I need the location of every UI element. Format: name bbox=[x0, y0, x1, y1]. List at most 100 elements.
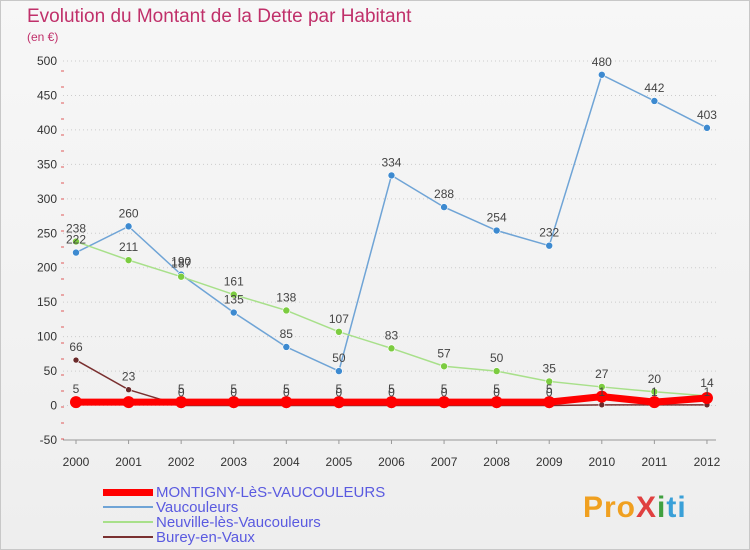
data-point bbox=[597, 70, 606, 79]
data-point bbox=[175, 396, 188, 409]
data-label: 222 bbox=[66, 233, 86, 247]
x-tick-label: 2007 bbox=[431, 455, 458, 469]
logo-part: Pro bbox=[583, 491, 637, 524]
data-label: 23 bbox=[122, 370, 136, 384]
data-point bbox=[595, 390, 608, 403]
x-tick-label: 2002 bbox=[168, 455, 195, 469]
data-point bbox=[700, 391, 713, 404]
data-label: 5 bbox=[230, 382, 237, 396]
data-point bbox=[648, 396, 661, 409]
data-point bbox=[440, 362, 448, 371]
x-tick-label: 2006 bbox=[378, 455, 405, 469]
x-tick-label: 2010 bbox=[588, 455, 615, 469]
logo-part: X bbox=[636, 491, 658, 524]
data-point bbox=[335, 367, 343, 375]
data-point bbox=[72, 237, 80, 246]
data-label: 334 bbox=[381, 155, 401, 169]
y-tick-label: -50 bbox=[40, 433, 58, 447]
data-label: 260 bbox=[119, 206, 139, 220]
data-label: 135 bbox=[224, 293, 244, 307]
data-point bbox=[72, 356, 80, 364]
data-point bbox=[177, 272, 185, 281]
data-label: 190 bbox=[171, 255, 191, 269]
data-label: 1 bbox=[651, 385, 658, 399]
series-line bbox=[75, 74, 708, 372]
data-label: 35 bbox=[543, 361, 557, 375]
data-point bbox=[650, 97, 659, 105]
data-label: 480 bbox=[592, 55, 612, 69]
data-point bbox=[703, 124, 711, 132]
y-tick-label: 50 bbox=[44, 364, 58, 378]
data-point bbox=[492, 226, 501, 235]
data-label: 0 bbox=[178, 386, 185, 400]
data-label: 0 bbox=[546, 386, 553, 400]
data-label: 238 bbox=[66, 222, 86, 236]
data-point bbox=[492, 367, 501, 375]
data-point bbox=[385, 396, 398, 409]
y-tick-label: 200 bbox=[37, 261, 57, 275]
plot-area bbox=[63, 61, 708, 440]
data-label: 5 bbox=[336, 382, 343, 396]
x-tick-label: 2009 bbox=[536, 455, 563, 469]
data-label: 254 bbox=[487, 211, 507, 225]
chart-unit-label: (en €) bbox=[27, 30, 59, 44]
data-label: 50 bbox=[490, 351, 504, 365]
data-label: 27 bbox=[595, 367, 609, 381]
x-tick-label: 2001 bbox=[115, 455, 142, 469]
data-label: 288 bbox=[434, 187, 454, 201]
data-point bbox=[229, 308, 238, 317]
data-label: 0 bbox=[388, 386, 395, 400]
x-tick-label: 2000 bbox=[63, 455, 90, 469]
x-tick-label: 2011 bbox=[641, 455, 667, 469]
x-tick-label: 2005 bbox=[326, 455, 353, 469]
data-point bbox=[438, 396, 451, 409]
chart-title: Evolution du Montant de la Dette par Hab… bbox=[27, 6, 412, 27]
data-label: 0 bbox=[441, 386, 448, 400]
x-tick-label: 2008 bbox=[483, 455, 510, 469]
legend-swatch bbox=[103, 521, 153, 523]
data-point bbox=[440, 203, 448, 211]
data-point bbox=[597, 383, 606, 391]
data-point bbox=[490, 396, 503, 409]
data-label: 403 bbox=[697, 108, 717, 122]
data-label: 187 bbox=[171, 257, 191, 271]
y-tick-label: 250 bbox=[37, 226, 57, 240]
y-tick-label: 500 bbox=[37, 54, 57, 68]
data-label: 14 bbox=[700, 376, 714, 390]
data-label: 0 bbox=[230, 386, 237, 400]
data-point bbox=[72, 248, 80, 257]
legend-label: Neuville-lès-Vaucouleurs bbox=[156, 514, 321, 531]
y-tick-label: 100 bbox=[37, 330, 57, 344]
data-point bbox=[650, 387, 659, 396]
data-point bbox=[335, 328, 343, 336]
legend-swatch bbox=[103, 536, 153, 538]
data-label: 211 bbox=[119, 240, 138, 254]
data-point bbox=[387, 344, 396, 353]
y-tick-label: 300 bbox=[37, 192, 57, 206]
x-tick-label: 2012 bbox=[694, 455, 721, 469]
data-point bbox=[124, 256, 133, 264]
data-label: 0 bbox=[493, 386, 500, 400]
data-label: 83 bbox=[385, 328, 399, 342]
data-label: 0 bbox=[283, 386, 290, 400]
legend-label: Vaucouleurs bbox=[156, 499, 239, 516]
data-label: 0 bbox=[336, 386, 343, 400]
y-tick-label: 400 bbox=[37, 123, 57, 137]
data-point bbox=[387, 171, 396, 180]
data-point bbox=[122, 396, 135, 409]
data-label: 1 bbox=[704, 385, 711, 399]
data-point bbox=[280, 396, 293, 409]
data-label: 5 bbox=[283, 382, 290, 396]
x-tick-label: 2004 bbox=[273, 455, 300, 469]
data-label: 5 bbox=[493, 382, 500, 396]
data-point bbox=[227, 396, 240, 409]
data-label: 1 bbox=[598, 385, 605, 399]
data-label: 66 bbox=[69, 340, 83, 354]
legend-swatch bbox=[103, 488, 153, 496]
data-label: 85 bbox=[280, 327, 294, 341]
data-label: 138 bbox=[276, 290, 296, 304]
data-point bbox=[545, 241, 554, 250]
data-label: 5 bbox=[546, 382, 553, 396]
